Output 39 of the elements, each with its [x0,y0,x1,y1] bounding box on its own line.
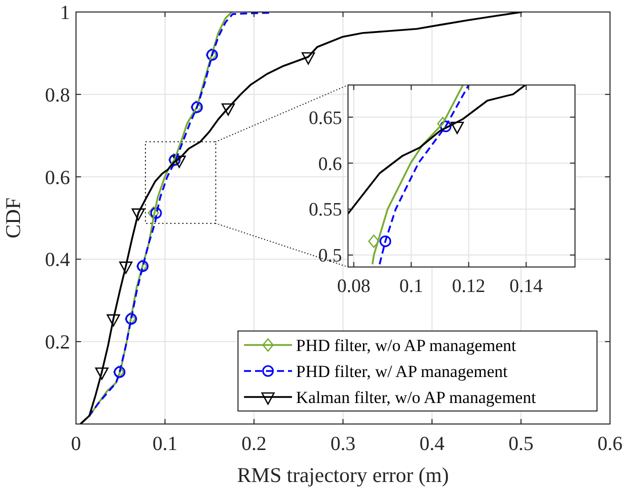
point [437,116,448,130]
point [222,103,235,116]
x-tick-label: 0.6 [598,433,622,455]
y-tick-label: 0.65 [308,108,342,129]
point [106,314,120,327]
point [148,206,160,220]
y-tick-label: 1 [60,2,70,24]
x-tick-label: 0.4 [420,433,444,455]
x-tick-label: 0.2 [242,433,266,455]
y-tick-label: 0.4 [45,249,70,272]
point [368,234,380,248]
legend-label: PHD filter, w/o AP management [296,336,516,355]
y-axis-title: CDF [1,198,25,238]
x-tick-label: 0 [71,433,81,455]
point [380,235,392,248]
x-axis-title: RMS trajectory error (m) [237,463,449,487]
point [132,208,145,221]
y-tick-label: 0.8 [45,84,70,106]
x-tick-label: 0.08 [337,276,370,297]
x-tick-label: 0.14 [510,276,544,297]
x-tick-label: 0.1 [152,433,178,455]
y-tick-label: 0.6 [45,166,70,189]
x-tick-label: 0.3 [330,433,356,455]
y-tick-label: 0.5 [318,246,342,267]
point [302,52,315,65]
point [119,262,132,274]
point [172,156,186,168]
x-tick-label: 0.12 [452,276,486,297]
y-tick-label: 0.2 [45,332,70,354]
point [440,120,452,132]
x-tick-label: 0.5 [508,433,534,455]
line-series [348,85,526,215]
point [150,207,162,219]
y-tick-label: 0.55 [308,200,342,221]
point [95,367,108,380]
y-tick-label: 0.6 [318,154,342,175]
x-tick-label: 0.1 [399,276,424,297]
legend-label: Kalman filter, w/o AP management [296,388,536,407]
legend-label: PHD filter, w/ AP management [296,362,508,381]
